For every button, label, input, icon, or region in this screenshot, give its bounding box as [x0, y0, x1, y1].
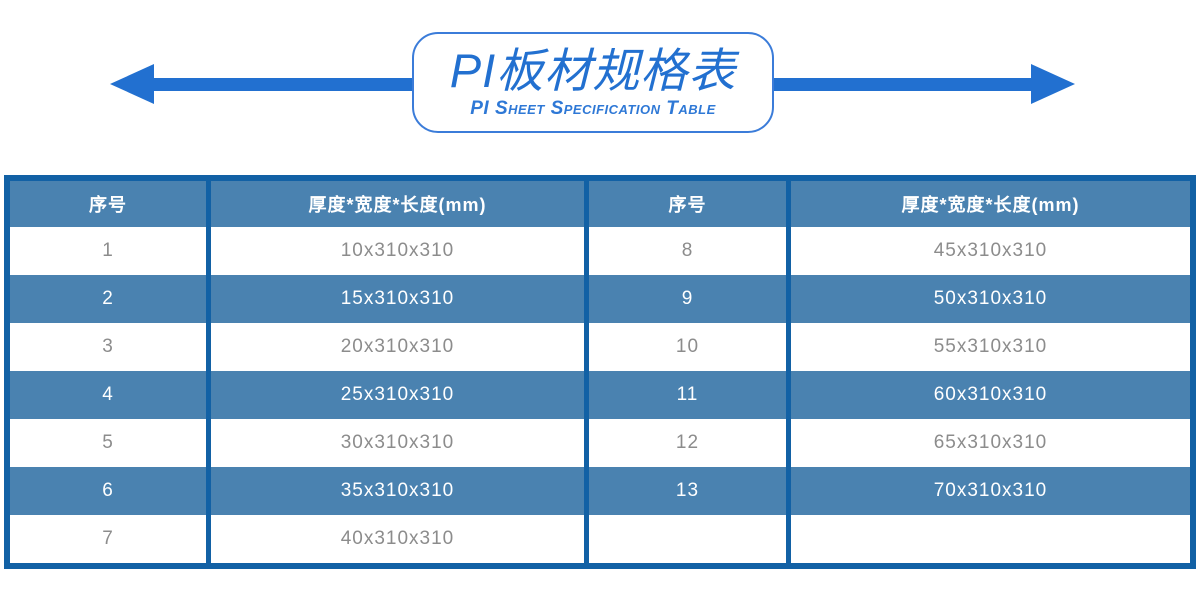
- cell-no-right: 8: [589, 227, 786, 275]
- cell-no-right: [589, 515, 786, 563]
- cell-spec-right: 45x310x310: [791, 227, 1190, 275]
- cell-no-right: 12: [589, 419, 786, 467]
- cell-spec-right: 60x310x310: [791, 371, 1190, 419]
- cell-no-left: 4: [10, 371, 206, 419]
- cell-no-left: 6: [10, 467, 206, 515]
- cell-spec-left: 10x310x310: [211, 227, 584, 275]
- cell-spec-right: [791, 515, 1190, 563]
- cell-no-right: 13: [589, 467, 786, 515]
- cell-spec-left: 35x310x310: [211, 467, 584, 515]
- cell-spec-right: 50x310x310: [791, 275, 1190, 323]
- cell-spec-left: 30x310x310: [211, 419, 584, 467]
- page-subtitle: PI Sheet Specification Table: [470, 98, 716, 119]
- cell-no-left: 2: [10, 275, 206, 323]
- column-header-spec-left: 厚度*宽度*长度(mm): [211, 181, 584, 227]
- arrow-right-icon: [1031, 64, 1075, 104]
- cell-no-left: 7: [10, 515, 206, 563]
- cell-no-left: 3: [10, 323, 206, 371]
- title-banner: PI板材规格表 PI Sheet Specification Table: [412, 32, 774, 133]
- cell-spec-right: 55x310x310: [791, 323, 1190, 371]
- cell-spec-left: 40x310x310: [211, 515, 584, 563]
- cell-spec-right: 70x310x310: [791, 467, 1190, 515]
- cell-no-right: 9: [589, 275, 786, 323]
- cell-spec-left: 15x310x310: [211, 275, 584, 323]
- cell-no-left: 5: [10, 419, 206, 467]
- cell-no-right: 11: [589, 371, 786, 419]
- column-header-no-left: 序号: [10, 181, 206, 227]
- spec-table: 序号 厚度*宽度*长度(mm) 序号 厚度*宽度*长度(mm) 1 10x310…: [4, 175, 1196, 569]
- page-title: PI板材规格表: [449, 44, 737, 97]
- column-header-spec-right: 厚度*宽度*长度(mm): [791, 181, 1190, 227]
- cell-no-right: 10: [589, 323, 786, 371]
- cell-spec-left: 25x310x310: [211, 371, 584, 419]
- cell-spec-left: 20x310x310: [211, 323, 584, 371]
- column-header-no-right: 序号: [589, 181, 786, 227]
- cell-no-left: 1: [10, 227, 206, 275]
- cell-spec-right: 65x310x310: [791, 419, 1190, 467]
